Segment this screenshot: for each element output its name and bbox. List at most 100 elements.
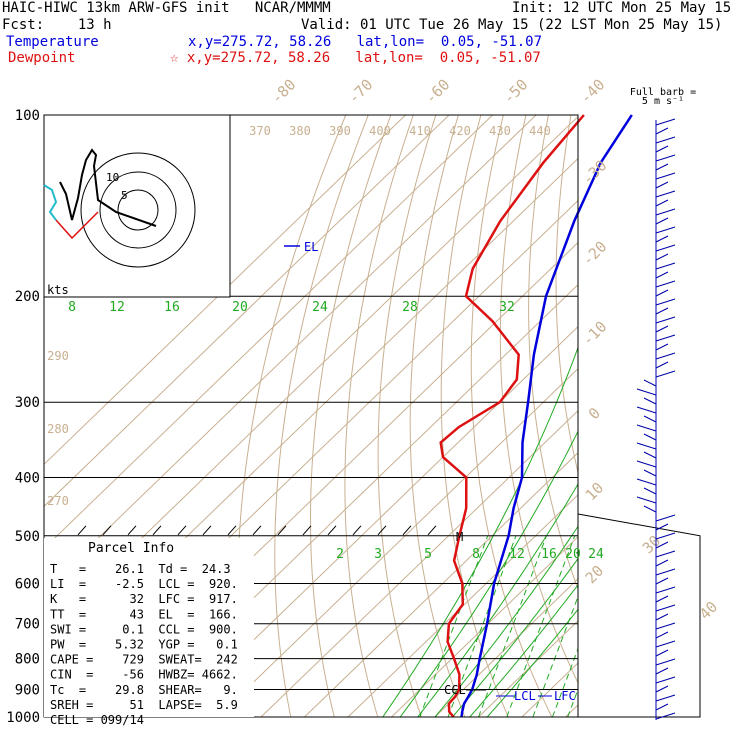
wind-barb — [655, 712, 676, 720]
theta-label: 430 — [489, 124, 511, 138]
moist-adiabat-label: 20 — [232, 300, 248, 315]
wind-barb — [655, 208, 676, 216]
wind-barb — [643, 451, 657, 459]
plot-title: HAIC-HIWC 13km ARW-GFS init NCAR/MMMM — [2, 0, 331, 16]
wind-barb — [655, 352, 676, 360]
temperature-legend-coords: x,y=275.72, 58.26 lat,lon= 0.05, -51.07 — [188, 34, 543, 50]
wind-barb — [655, 118, 676, 126]
wind-barb — [643, 487, 657, 495]
forecast-hour: Fcst: 13 h — [2, 17, 112, 33]
theta-label: 420 — [449, 124, 471, 138]
wind-barb — [655, 271, 669, 279]
isotherm-line — [173, 325, 578, 717]
wind-barb — [655, 631, 669, 639]
moist-adiabat-label: 8 — [68, 300, 76, 315]
dry-adiabat-line — [658, 115, 740, 717]
wind-barb — [636, 424, 657, 432]
wind-barb — [655, 154, 676, 162]
el-label: EL — [304, 240, 318, 254]
moist-adiabat-line — [417, 483, 578, 717]
mixing-ratio-label: 20 — [565, 547, 581, 562]
wind-barb — [655, 514, 676, 522]
moist-adiabat-line — [452, 557, 578, 717]
parcel-info-row: SREH = 51 LAPSE= 5.9 — [50, 698, 238, 712]
isotherm-label: 20 — [582, 562, 608, 588]
isotherm-line — [391, 536, 578, 717]
dry-adiabat-line — [528, 115, 578, 591]
dry-adiabat-line — [470, 115, 553, 717]
hodograph-ring-label: 5 — [121, 189, 128, 202]
isotherm-label: -10 — [579, 318, 611, 350]
dry-adiabat-label: 270 — [47, 494, 69, 508]
wind-barb — [655, 181, 669, 189]
wind-barb — [655, 586, 676, 594]
wind-barb — [655, 694, 676, 702]
level-hatch — [327, 525, 337, 536]
theta-label: 390 — [329, 124, 351, 138]
isotherm-label: -60 — [422, 76, 454, 108]
wind-barb — [655, 190, 676, 198]
dry-adiabat-label: 280 — [47, 422, 69, 436]
mixing-ratio-line — [506, 535, 576, 717]
parcel-info-row: Tc = 29.8 SHEAR= 9. — [50, 683, 238, 697]
temperature-trace — [460, 114, 633, 718]
parcel-info-row: CIN = -56 HWBZ= 4662. — [50, 668, 238, 682]
isotherm-line — [44, 115, 493, 550]
level-hatch — [227, 525, 237, 536]
wind-barb — [655, 658, 676, 666]
wind-barb — [655, 244, 676, 252]
pressure-tick-label: 1000 — [6, 710, 40, 726]
level-hatch — [127, 525, 137, 536]
ccl-label: CCL — [444, 683, 466, 697]
parcel-info-row: TT = 43 EL = 166. — [50, 607, 238, 621]
pressure-tick-label: 100 — [15, 108, 40, 124]
wind-barb — [655, 217, 669, 225]
dry-adiabat-line — [583, 115, 726, 717]
parcel-info-row: T = 26.1 Td = 24.3 — [50, 562, 231, 576]
wind-barb — [655, 604, 676, 612]
wind-barb — [643, 433, 657, 441]
theta-label: 410 — [409, 124, 431, 138]
dry-adiabat-line — [729, 115, 740, 717]
mixing-ratio-label: 8 — [472, 547, 480, 562]
lfc-label: LFC — [554, 689, 576, 703]
pressure-tick-label: 300 — [15, 395, 40, 411]
isotherm-line — [44, 115, 450, 508]
mixing-ratio-label: 5 — [424, 547, 432, 562]
dry-adiabat-line — [440, 115, 509, 717]
mixing-ratio-line — [581, 536, 649, 717]
wind-barb — [655, 343, 669, 351]
dry-adiabat-line — [344, 115, 414, 717]
wind-barb — [655, 703, 669, 711]
dry-adiabat-line — [309, 115, 392, 717]
mixing-ratio-label: 16 — [541, 547, 557, 562]
wind-barb — [636, 406, 657, 414]
wind-barb — [643, 415, 657, 423]
moist-adiabat-label: 32 — [499, 300, 515, 315]
isotherm-line — [217, 367, 578, 717]
temperature-legend-label: Temperature — [6, 34, 99, 50]
isotherm-label: 30 — [639, 532, 665, 558]
dry-adiabat-line — [609, 115, 740, 717]
level-hatch — [152, 525, 162, 536]
wind-barb — [636, 496, 657, 504]
wind-barb — [636, 460, 657, 468]
isotherm-label: -70 — [345, 76, 377, 108]
parcel-info-row: CAPE = 729 SWEAT= 242 — [50, 653, 238, 667]
wind-barb — [655, 307, 669, 315]
hodograph: 105 kts — [43, 114, 231, 298]
dry-adiabat-line — [555, 115, 578, 475]
isotherm-line — [260, 410, 578, 717]
moist-adiabat-label: 16 — [164, 300, 180, 315]
wind-barb — [643, 505, 657, 513]
dry-adiabat-line — [274, 115, 369, 717]
parcel-info-row: SWI = 0.1 CCL = 900. — [50, 622, 238, 636]
level-hatch — [77, 525, 87, 536]
isotherm-line — [44, 115, 537, 592]
dewpoint-coords-text: x,y=275.72, 58.26 lat,lon= 0.05, -51.07 — [186, 50, 541, 66]
wind-barb — [655, 523, 669, 531]
wind-barb — [655, 559, 669, 567]
pressure-tick-label: 200 — [15, 289, 40, 305]
wind-barb — [655, 316, 676, 324]
